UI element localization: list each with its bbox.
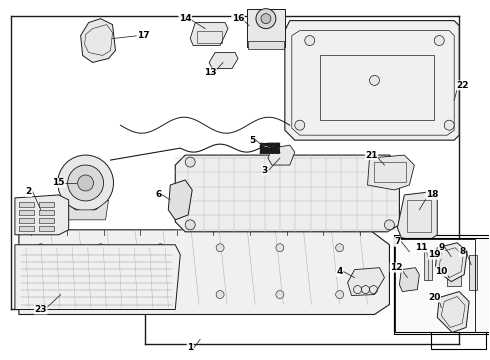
Bar: [248, 41, 284, 49]
Text: 14: 14: [179, 14, 192, 23]
Circle shape: [276, 291, 284, 298]
Polygon shape: [268, 145, 295, 165]
Bar: [407, 200, 431, 232]
Bar: [19, 226, 34, 231]
Circle shape: [385, 220, 394, 230]
Polygon shape: [168, 180, 192, 220]
Circle shape: [434, 36, 444, 45]
Bar: [39, 218, 54, 223]
Text: 23: 23: [34, 305, 47, 314]
Text: 18: 18: [426, 190, 439, 199]
Circle shape: [305, 36, 315, 45]
Text: 6: 6: [155, 190, 162, 199]
Polygon shape: [437, 292, 469, 332]
Bar: [19, 210, 34, 215]
Text: 19: 19: [428, 250, 441, 259]
Polygon shape: [61, 200, 108, 220]
Bar: [394, 238, 490, 332]
Bar: [19, 202, 34, 207]
Circle shape: [261, 14, 271, 24]
Polygon shape: [209, 53, 238, 68]
Text: 2: 2: [25, 188, 32, 197]
Circle shape: [37, 244, 45, 252]
Polygon shape: [435, 243, 467, 282]
Circle shape: [58, 155, 114, 211]
Bar: [19, 218, 34, 223]
Polygon shape: [81, 19, 116, 62]
Text: 1: 1: [187, 343, 194, 352]
Circle shape: [37, 291, 45, 298]
Polygon shape: [19, 230, 390, 315]
Text: 10: 10: [435, 267, 447, 276]
Circle shape: [156, 244, 164, 252]
Text: 5: 5: [249, 136, 255, 145]
Circle shape: [336, 291, 343, 298]
Polygon shape: [368, 155, 415, 190]
Circle shape: [97, 244, 104, 252]
Circle shape: [369, 75, 379, 85]
Circle shape: [97, 291, 104, 298]
Circle shape: [276, 244, 284, 252]
Bar: [39, 210, 54, 215]
Bar: [447, 250, 459, 264]
Bar: [395, 239, 475, 332]
Polygon shape: [15, 245, 180, 310]
Polygon shape: [397, 192, 437, 242]
Text: 15: 15: [52, 179, 65, 188]
Circle shape: [185, 220, 195, 230]
Circle shape: [385, 157, 394, 167]
Text: 11: 11: [415, 243, 428, 252]
Circle shape: [68, 165, 103, 201]
Polygon shape: [285, 21, 459, 140]
Polygon shape: [347, 268, 385, 296]
Circle shape: [444, 120, 454, 130]
Polygon shape: [399, 268, 419, 292]
Circle shape: [256, 9, 276, 28]
Bar: [447, 272, 461, 285]
Text: 12: 12: [390, 263, 403, 272]
Text: 3: 3: [262, 166, 268, 175]
Polygon shape: [190, 23, 228, 45]
Bar: [469, 255, 477, 289]
Circle shape: [216, 244, 224, 252]
Polygon shape: [175, 155, 399, 232]
Bar: [431, 240, 486, 349]
Text: 20: 20: [428, 293, 441, 302]
Circle shape: [295, 120, 305, 130]
Bar: [247, 9, 285, 46]
Text: 7: 7: [394, 237, 401, 246]
Bar: [197, 31, 222, 42]
Circle shape: [216, 291, 224, 298]
Circle shape: [185, 157, 195, 167]
Bar: [424, 252, 432, 280]
Circle shape: [77, 175, 94, 191]
Text: 13: 13: [204, 68, 217, 77]
Circle shape: [336, 244, 343, 252]
Bar: [374, 162, 406, 182]
Text: 21: 21: [365, 150, 378, 159]
Circle shape: [156, 291, 164, 298]
Bar: [39, 226, 54, 231]
Polygon shape: [15, 195, 69, 235]
Text: 22: 22: [456, 81, 468, 90]
Text: 16: 16: [232, 14, 245, 23]
Bar: [394, 235, 490, 334]
Text: 9: 9: [438, 243, 444, 252]
Text: 4: 4: [337, 267, 343, 276]
Text: 17: 17: [137, 31, 150, 40]
Text: 8: 8: [459, 247, 466, 256]
Bar: [39, 202, 54, 207]
Bar: [319, 55, 434, 120]
